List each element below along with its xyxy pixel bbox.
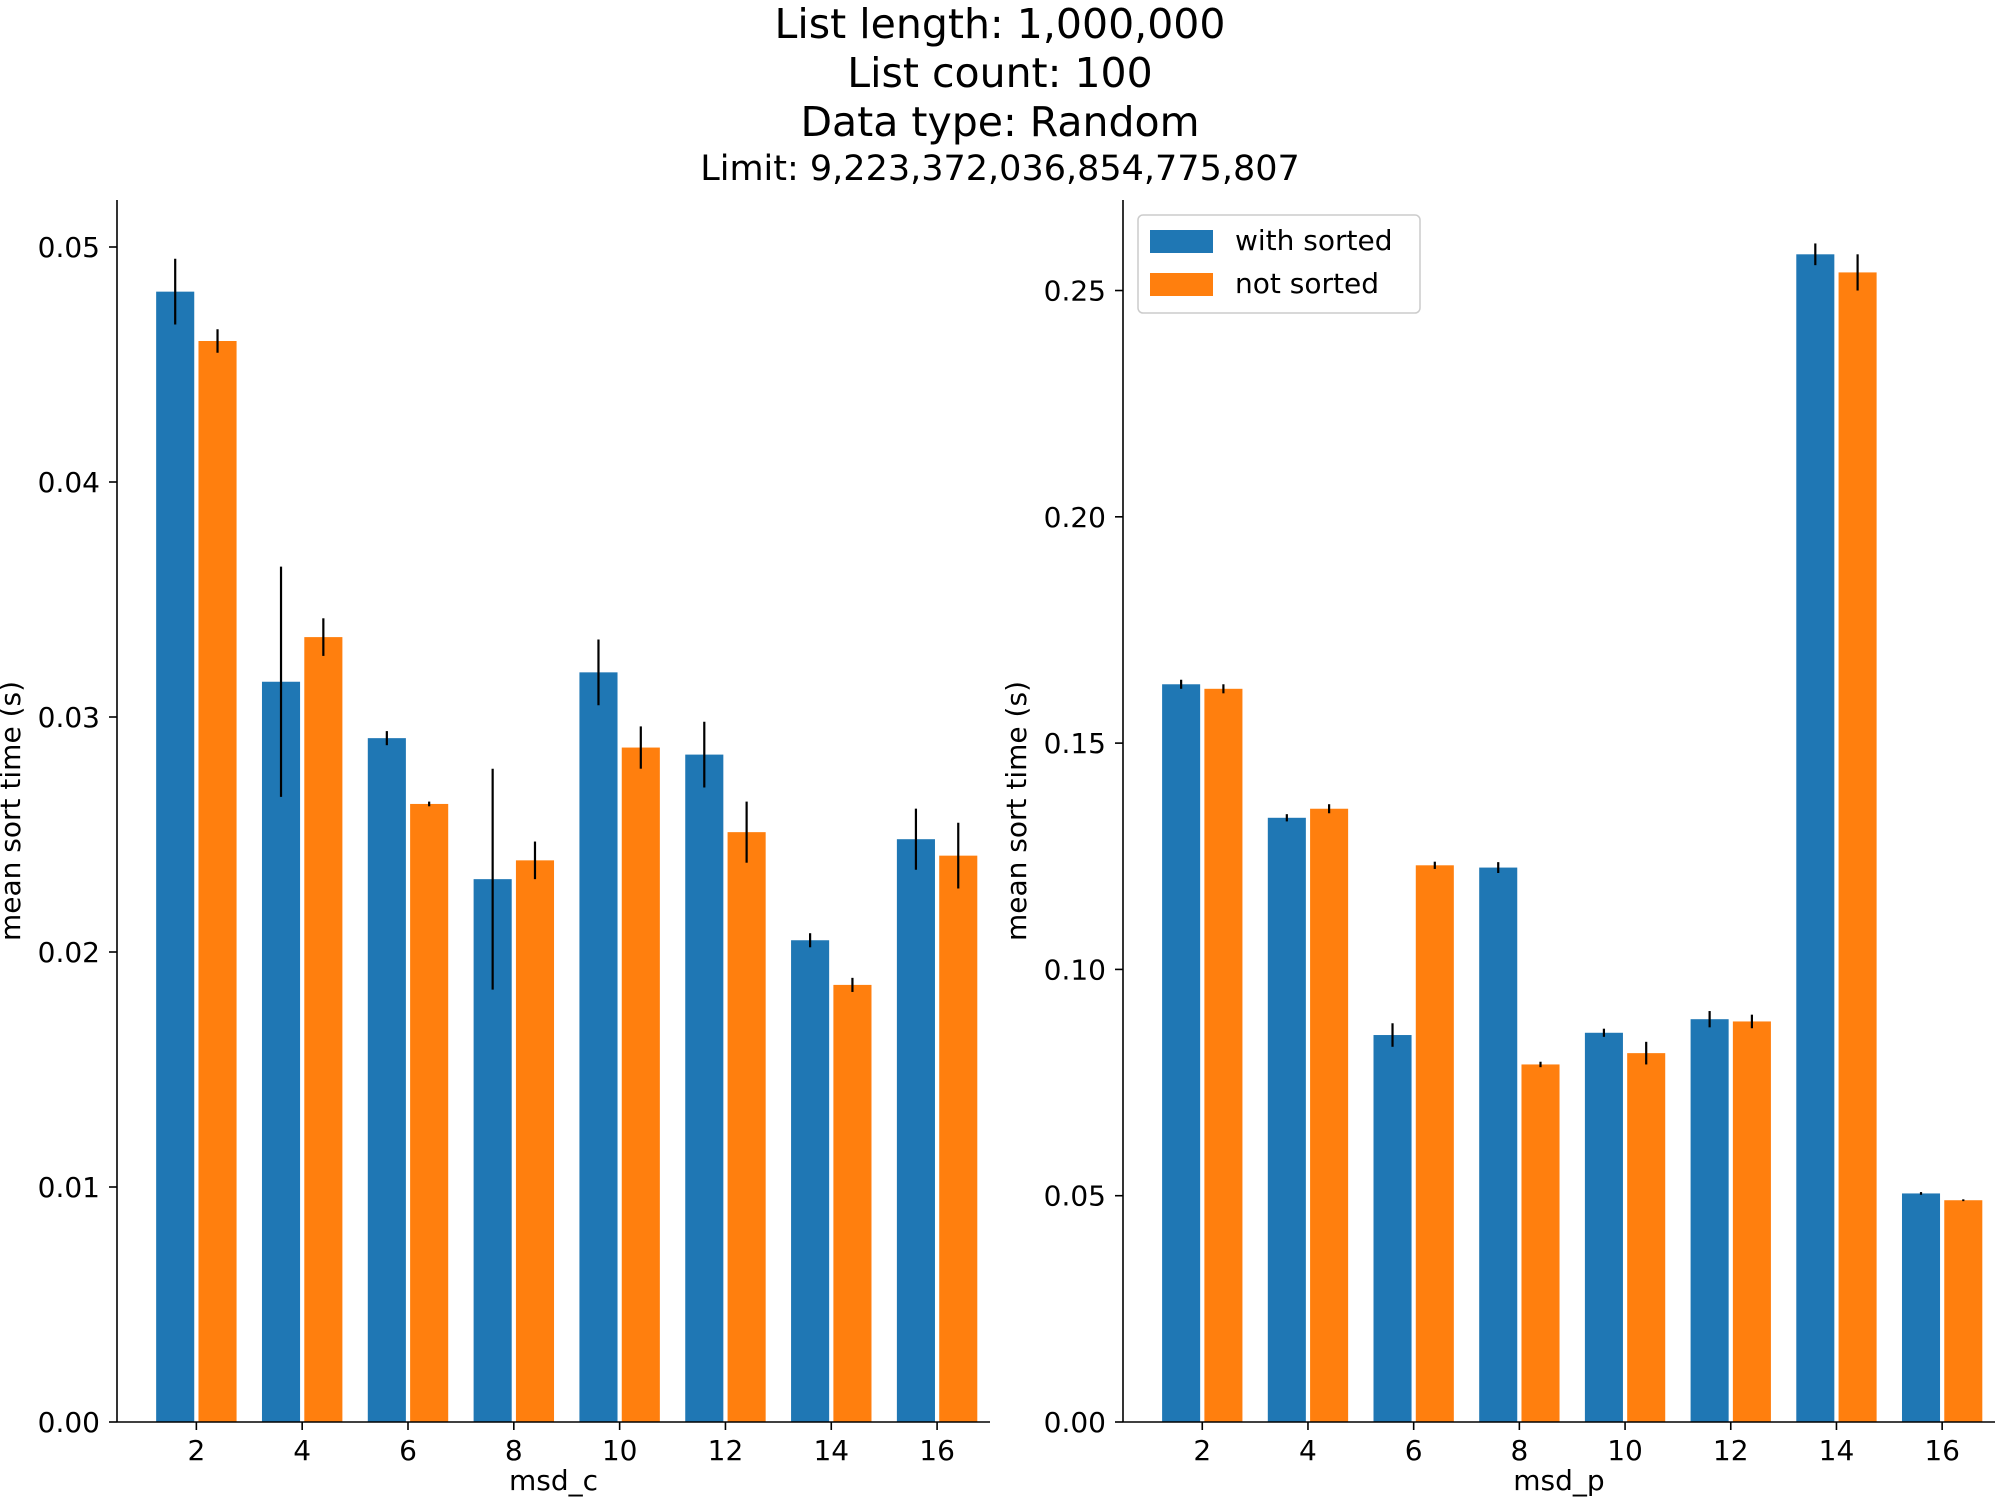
y-tick-label: 0.10: [1044, 953, 1106, 986]
x-tick-label: 8: [505, 1434, 523, 1467]
bar-not-sorted-6: [1415, 865, 1454, 1422]
figure-title-block: List length: 1,000,000 List count: 100 D…: [0, 0, 2000, 191]
y-tick-label: 0.04: [38, 466, 100, 499]
bar-with-sorted-10: [1584, 1032, 1623, 1422]
bar-not-sorted-8: [515, 860, 555, 1422]
x-tick-label: 10: [1607, 1434, 1643, 1467]
bar-not-sorted-2: [198, 341, 237, 1422]
y-tick-label: 0.25: [1044, 275, 1106, 308]
bar-with-sorted-16: [1901, 1193, 1941, 1422]
bar-with-sorted-12: [1690, 1019, 1729, 1422]
bar-with-sorted-8: [1479, 867, 1518, 1422]
bar-not-sorted-10: [621, 747, 660, 1422]
bar-with-sorted-6: [367, 738, 406, 1422]
bar-not-sorted-14: [833, 984, 872, 1422]
legend-label-not-sorted: not sorted: [1235, 267, 1379, 300]
legend-label-with-sorted: with sorted: [1235, 224, 1393, 257]
x-tick-label: 16: [919, 1434, 955, 1467]
y-tick-label: 0.00: [1044, 1406, 1106, 1439]
bar-not-sorted-12: [1732, 1021, 1771, 1422]
bar-not-sorted-16: [939, 855, 978, 1422]
y-tick-label: 0.20: [1044, 501, 1106, 534]
y-tick-label: 0.15: [1044, 727, 1106, 760]
bar-with-sorted-6: [1373, 1035, 1412, 1422]
legend: with sorted not sorted: [1137, 214, 1421, 314]
x-tick-label: 8: [1510, 1434, 1528, 1467]
bar-with-sorted-4: [1267, 817, 1306, 1422]
x-tick-label: 4: [293, 1434, 311, 1467]
bar-not-sorted-6: [410, 803, 449, 1422]
x-tick-label: 12: [1713, 1434, 1749, 1467]
y-axis-label: mean sort time (s): [1000, 681, 1033, 941]
y-tick-label: 0.00: [38, 1406, 100, 1439]
bar-not-sorted-2: [1204, 688, 1243, 1422]
y-tick-label: 0.01: [38, 1171, 100, 1204]
legend-swatch-not-sorted: [1150, 273, 1213, 296]
chart-msd-p: 0.00 0.05 0.10 0.15 0.20 0.25 2 4 6 8 10 12 14 16 msd_…: [1000, 200, 1995, 1497]
bar-not-sorted-12: [727, 832, 766, 1422]
bar-with-sorted-2: [156, 291, 195, 1422]
x-tick-label: 10: [602, 1434, 638, 1467]
x-tick-label: 6: [1405, 1434, 1423, 1467]
bar-not-sorted-10: [1627, 1053, 1666, 1422]
y-tick-label: 0.05: [1044, 1180, 1106, 1213]
bar-not-sorted-14: [1838, 272, 1877, 1423]
bar-with-sorted-14: [1796, 254, 1835, 1422]
bar-with-sorted-14: [791, 940, 830, 1422]
bar-with-sorted-2: [1162, 684, 1201, 1422]
chart-msd-c: 0.00 0.01 0.02 0.03 0.04 0.05 2 4 6 8 10 12 14 16 msd_…: [0, 200, 990, 1497]
bar-not-sorted-16: [1944, 1200, 1983, 1422]
x-tick-label: 16: [1924, 1434, 1960, 1467]
y-tick-label: 0.05: [38, 231, 100, 264]
x-tick-label: 12: [708, 1434, 744, 1467]
bar-with-sorted-16: [896, 839, 935, 1422]
title-line-data-type: Data type: Random: [800, 98, 1200, 146]
x-tick-label: 14: [813, 1434, 849, 1467]
x-tick-label: 4: [1299, 1434, 1317, 1467]
bar-with-sorted-10: [579, 672, 618, 1422]
y-axis-label: mean sort time (s): [0, 681, 27, 941]
x-tick-label: 2: [1193, 1434, 1211, 1467]
bar-with-sorted-12: [685, 754, 724, 1422]
title-line-list-count: List count: 100: [847, 49, 1153, 97]
title-line-list-length: List length: 1,000,000: [774, 0, 1226, 48]
subtitle-limit: Limit: 9,223,372,036,854,775,807: [700, 149, 1300, 189]
y-tick-label: 0.03: [38, 701, 100, 734]
legend-swatch-with-sorted: [1150, 230, 1213, 253]
x-tick-label: 2: [187, 1434, 205, 1467]
x-tick-label: 6: [399, 1434, 417, 1467]
bar-not-sorted-8: [1521, 1064, 1560, 1422]
x-axis-label: msd_p: [1513, 1464, 1604, 1497]
bar-not-sorted-4: [304, 637, 343, 1422]
x-tick-label: 14: [1819, 1434, 1855, 1467]
bar-not-sorted-4: [1310, 808, 1349, 1422]
x-axis-label: msd_c: [509, 1464, 598, 1497]
y-tick-label: 0.02: [38, 936, 100, 969]
bar-with-sorted-4: [261, 681, 301, 1422]
